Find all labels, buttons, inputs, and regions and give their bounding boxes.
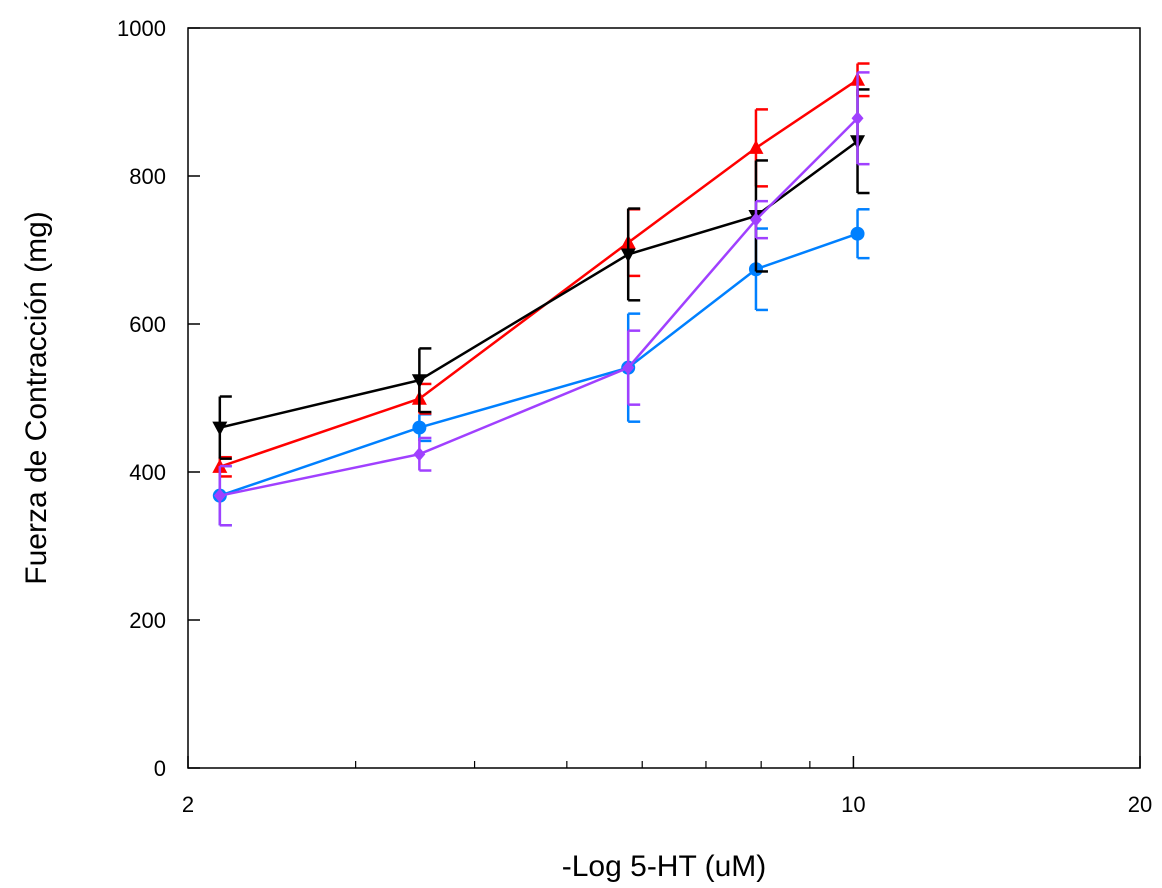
y-tick-label: 400 (129, 460, 166, 485)
y-tick-label: 800 (129, 164, 166, 189)
tick-labels: 0 200 400 600 800 1000 2 10 20 (117, 16, 1152, 817)
data-point (749, 212, 762, 227)
series-layer (212, 62, 870, 527)
plot-area-frame (187, 27, 1141, 769)
series-3 (213, 71, 870, 527)
x-axis-title: -Log 5-HT (uM) (562, 850, 767, 883)
series-2 (212, 88, 870, 460)
y-tick-label: 600 (129, 312, 166, 337)
x-tick-label: 10 (841, 792, 865, 817)
data-point (850, 226, 865, 241)
data-point (413, 447, 426, 462)
data-point (412, 420, 427, 435)
data-point (622, 360, 635, 375)
y-tick-label: 200 (129, 608, 166, 633)
data-point (620, 248, 636, 263)
data-point (213, 488, 226, 503)
data-point (851, 111, 864, 126)
data-point (748, 139, 764, 154)
y-tick-label: 1000 (117, 16, 166, 41)
data-point (212, 421, 228, 436)
x-tick-label: 20 (1128, 792, 1152, 817)
y-tick-label: 0 (154, 756, 166, 781)
y-axis-title: Fuerza de Contracción (mg) (20, 211, 53, 584)
data-point (411, 374, 427, 389)
x-tick-label: 2 (182, 792, 194, 817)
